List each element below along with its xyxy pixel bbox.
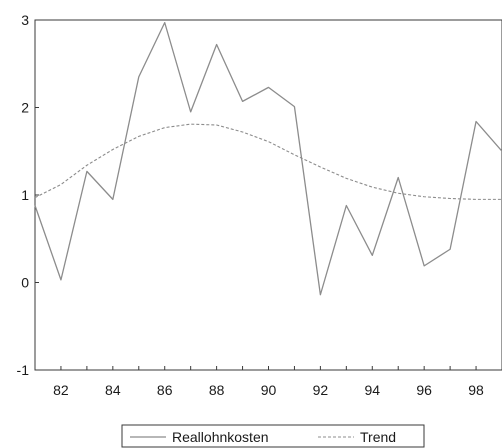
series-line-reallohnkosten <box>34 21 502 296</box>
x-axis: 82 84 86 88 90 92 94 96 98 <box>34 366 502 398</box>
x-tick-label: 96 <box>416 382 432 398</box>
series-layer <box>34 21 502 296</box>
x-tick-label: 92 <box>313 382 329 398</box>
x-tick-label: 84 <box>105 382 121 398</box>
x-tick-label: 90 <box>261 382 277 398</box>
legend: Reallohnkosten Trend <box>121 424 425 448</box>
legend-label-reallohnkosten: Reallohnkosten <box>172 429 269 445</box>
legend-box <box>121 424 425 448</box>
x-tick-label: 98 <box>468 382 484 398</box>
x-tick-label: 86 <box>157 382 173 398</box>
x-tick-label: 88 <box>209 382 225 398</box>
y-tick-label: -1 <box>17 362 30 378</box>
legend-label-trend: Trend <box>360 429 396 445</box>
y-tick-label: 3 <box>21 12 29 28</box>
y-tick-label: 1 <box>21 187 29 203</box>
x-tick-label: 82 <box>53 382 69 398</box>
y-tick-label: 2 <box>21 100 29 116</box>
x-tick-label: 94 <box>364 382 380 398</box>
plot-frame <box>34 19 502 371</box>
series-line-trend <box>34 123 502 200</box>
y-tick-label: 0 <box>21 275 29 291</box>
y-axis: -1 0 1 2 3 <box>17 12 39 378</box>
